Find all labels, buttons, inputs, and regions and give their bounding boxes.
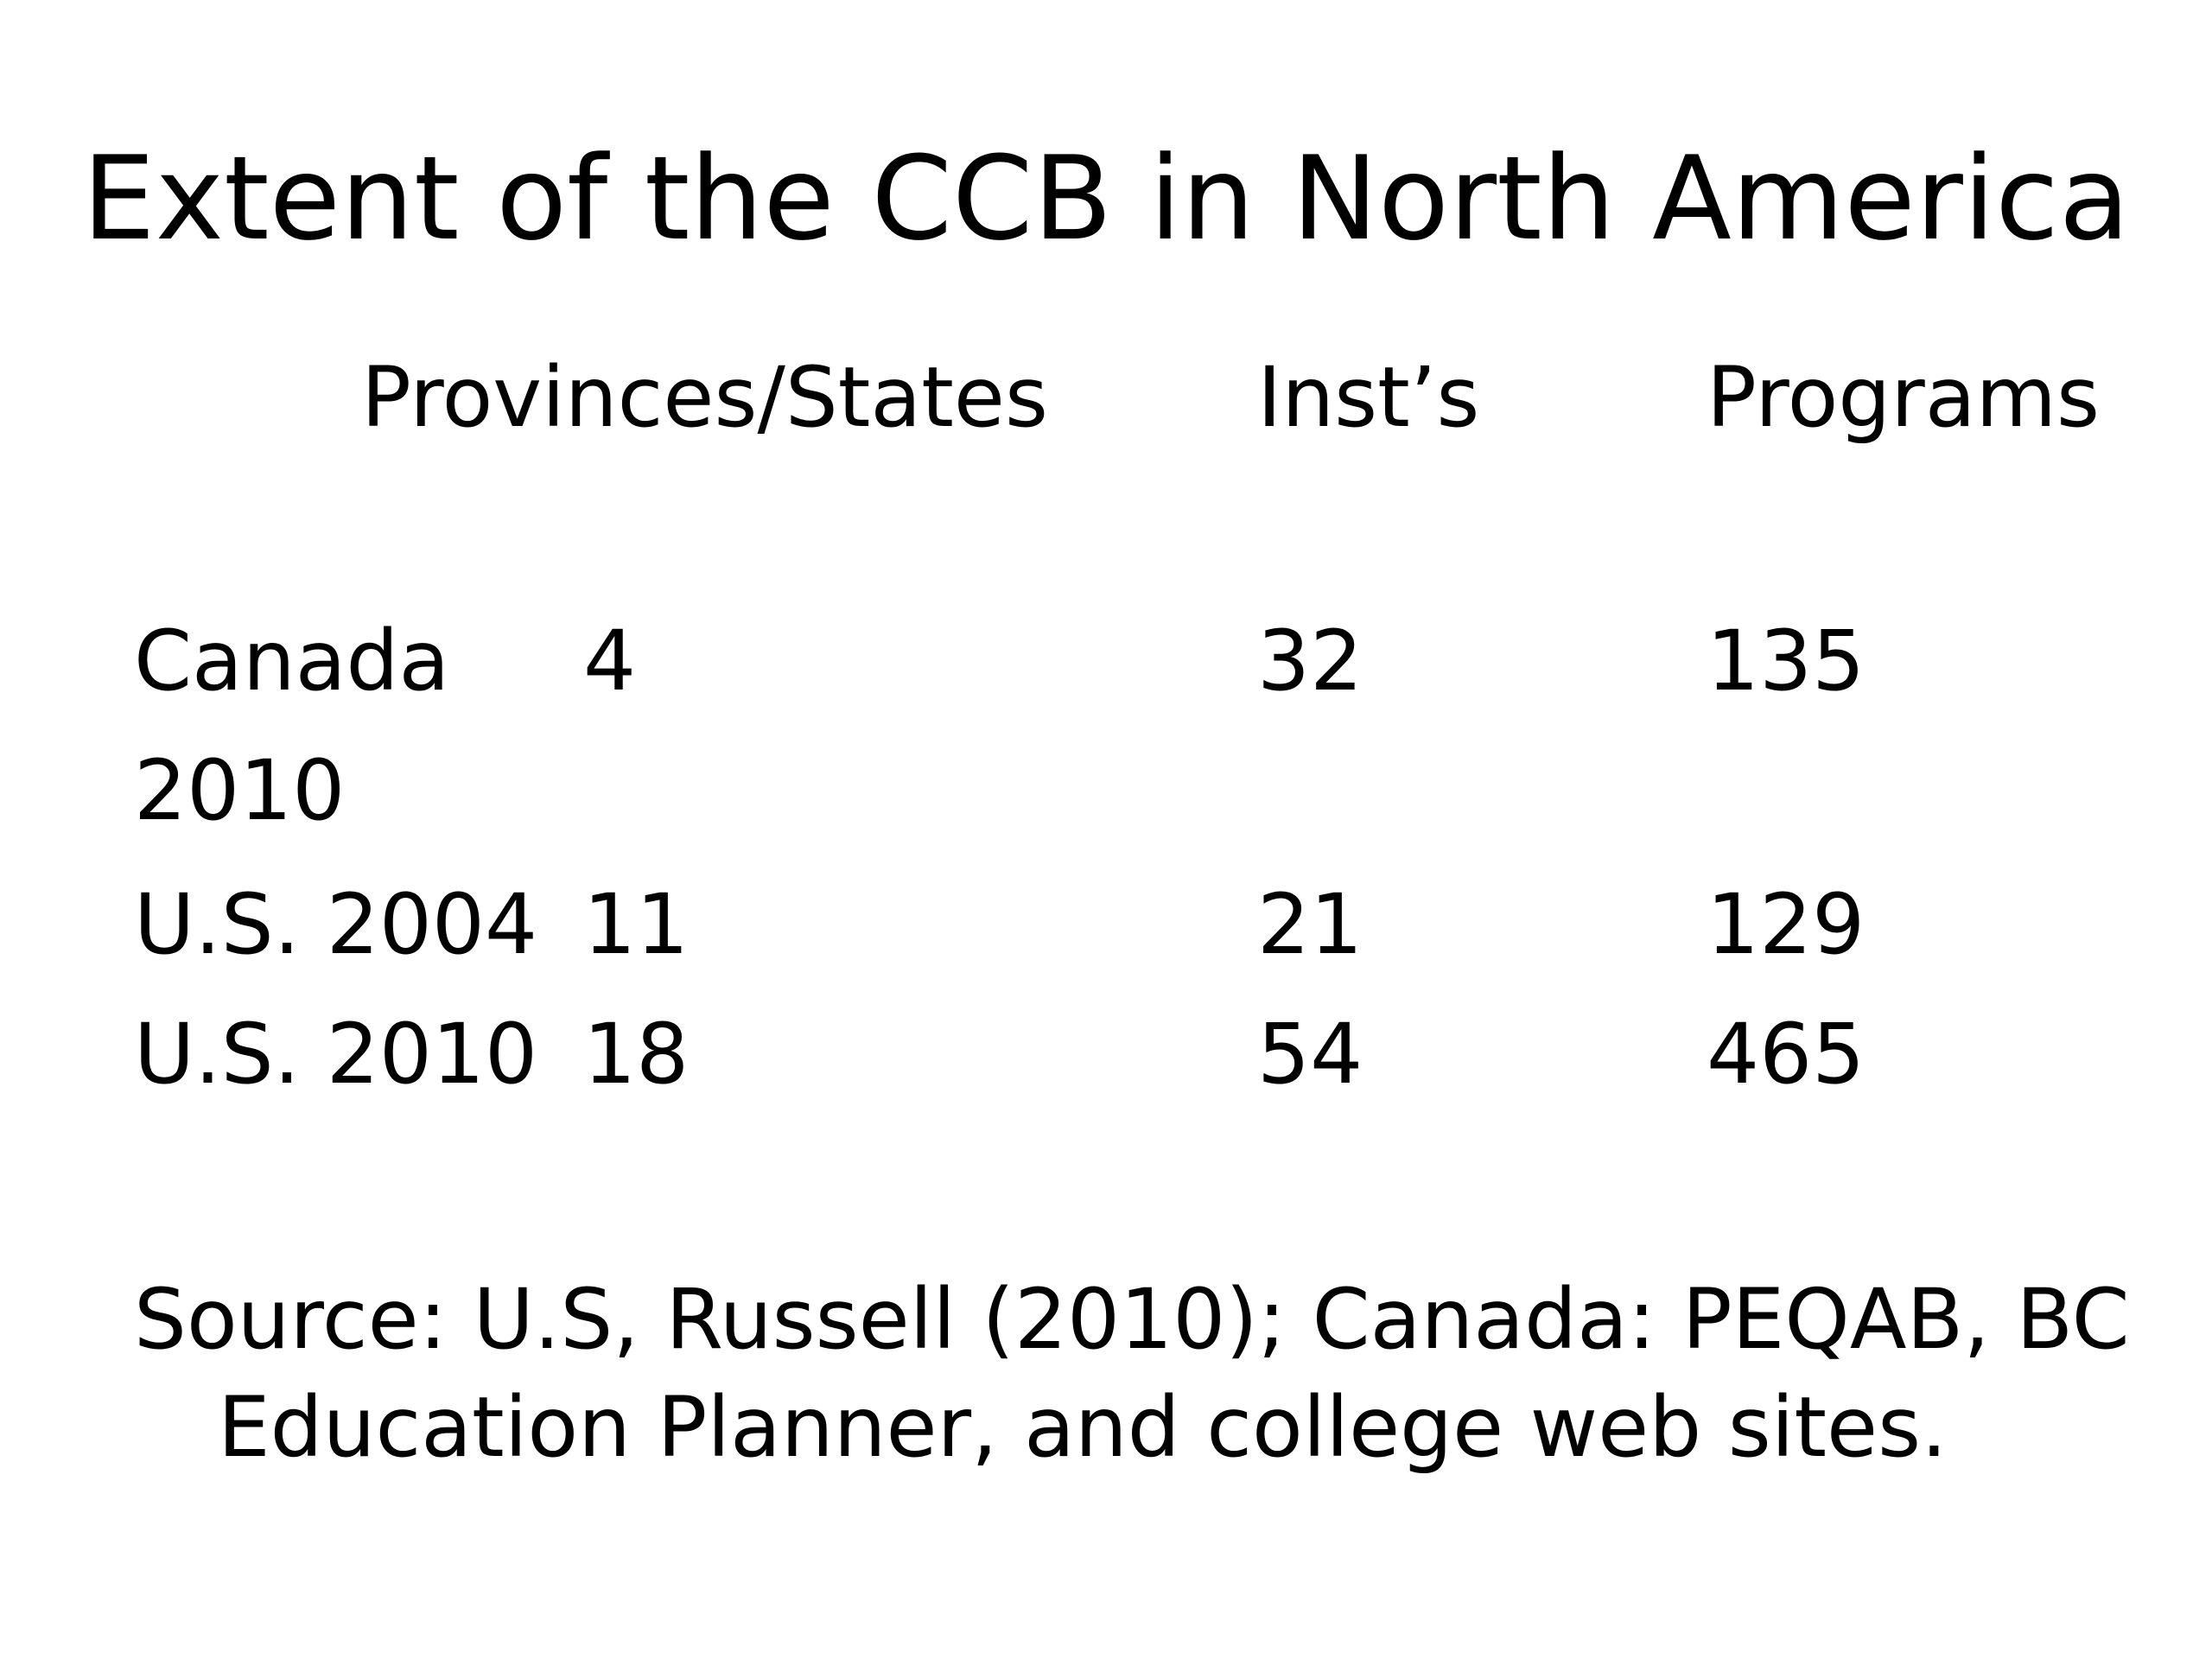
source-note: Source: U.S, Russell (2010); Canada: PEQ… xyxy=(134,1271,2130,1476)
cell-provinces-states: 11 xyxy=(583,876,690,973)
cell-insts: 32 xyxy=(1257,613,1363,709)
slide-title: Extent of the CCB in North America xyxy=(82,131,2130,266)
cell-programs: 465 xyxy=(1707,1006,1866,1103)
cell-insts: 54 xyxy=(1257,1006,1363,1103)
header-provinces-states: Provinces/States xyxy=(361,349,1048,446)
header-insts: Inst’s xyxy=(1257,349,1480,446)
row-label: U.S. 2004 xyxy=(134,876,538,973)
row-label: Canada 2010 xyxy=(134,613,450,839)
cell-programs: 135 xyxy=(1707,613,1866,709)
header-programs: Programs xyxy=(1707,349,2101,446)
cell-provinces-states: 4 xyxy=(583,613,637,709)
cell-provinces-states: 18 xyxy=(583,1006,690,1103)
cell-insts: 21 xyxy=(1257,876,1363,973)
cell-programs: 129 xyxy=(1707,876,1866,973)
row-label: U.S. 2010 xyxy=(134,1006,538,1103)
